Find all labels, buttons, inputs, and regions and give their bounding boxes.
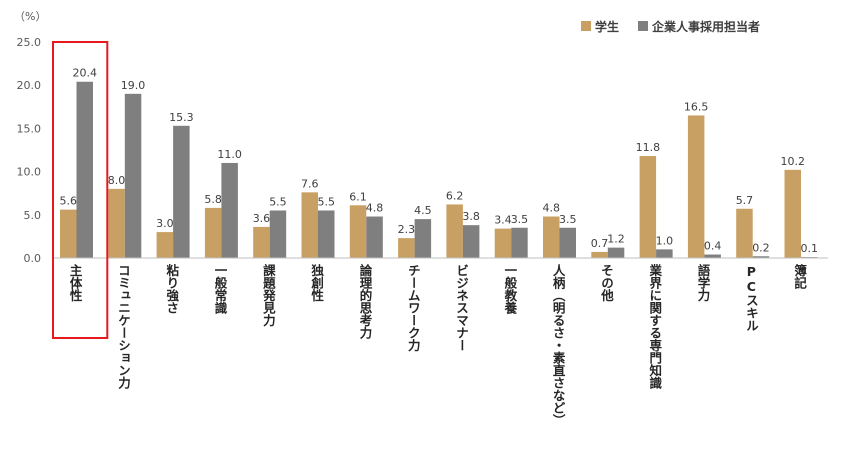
bar-student	[543, 216, 560, 258]
bar-recruiter	[221, 162, 238, 258]
y-tick-label: 20.0	[17, 79, 42, 92]
value-label-student: 2.3	[398, 223, 416, 236]
value-label-student: 8.0	[108, 174, 126, 187]
bar-recruiter	[414, 219, 432, 258]
category-label: 論理的思考力	[357, 263, 372, 340]
y-tick-label: 10.0	[17, 166, 42, 179]
bar-student	[60, 209, 77, 258]
category-label: その他	[599, 264, 614, 302]
bar-recruiter	[462, 225, 480, 258]
category-label: 一般常識	[213, 264, 228, 315]
bar-recruiter	[559, 227, 576, 258]
value-label-student: 3.0	[156, 217, 174, 230]
bar-student	[349, 205, 367, 258]
value-label-student: 3.6	[253, 212, 271, 225]
value-label-student: 16.5	[684, 100, 709, 113]
value-label-student: 5.7	[736, 194, 754, 207]
category-label: 課題発見力	[261, 263, 276, 327]
value-label-recruiter: 5.5	[269, 195, 287, 208]
bar-recruiter	[173, 125, 190, 258]
value-label-recruiter: 0.1	[801, 242, 819, 255]
value-label-student: 5.6	[60, 195, 78, 208]
bar-student	[639, 156, 657, 258]
value-label-recruiter: 3.5	[511, 213, 529, 226]
legend-label-student: 学生	[595, 19, 619, 34]
bar-recruiter	[704, 254, 721, 258]
category-label: チームワーク力	[406, 264, 421, 352]
value-label-recruiter: 20.4	[73, 67, 98, 80]
bar-student	[301, 192, 318, 258]
bar-recruiter	[76, 81, 93, 258]
value-label-recruiter: 15.3	[169, 111, 194, 124]
bar-recruiter	[511, 227, 528, 258]
bars	[60, 81, 818, 258]
value-label-student: 11.8	[636, 141, 661, 154]
value-label-student: 7.6	[301, 177, 319, 190]
value-label-recruiter: 4.8	[366, 202, 384, 215]
bar-recruiter	[269, 210, 287, 258]
value-label-student: 0.7	[591, 237, 609, 250]
value-label-student: 10.2	[781, 155, 806, 168]
category-labels: 主体性 コミュニケーション力 粘り強さ 一般常識 課題発見力 独創性 論理的思考力 チームワー…	[68, 263, 808, 427]
value-label-recruiter: 4.5	[414, 204, 432, 217]
category-label: 人柄（明るさ・素直さなど）	[551, 263, 566, 427]
bar-student	[591, 251, 608, 258]
bar-recruiter	[656, 249, 673, 258]
category-label: 粘り強さ	[164, 263, 179, 314]
bar-student	[494, 228, 512, 258]
bar-recruiter	[752, 256, 770, 258]
legend: 学生 企業人事採用担当者	[581, 19, 760, 34]
highlight-box	[52, 41, 109, 339]
value-label-student: 5.8	[204, 193, 222, 206]
category-label: コミュニケーション力	[116, 264, 131, 390]
y-axis-unit-label: （%）	[14, 10, 46, 23]
bar-student	[687, 115, 705, 258]
value-label-recruiter: 0.2	[752, 241, 770, 254]
value-label-student: 3.4	[494, 214, 512, 227]
category-label: PCスキル	[744, 264, 759, 332]
y-tick-label: 5.0	[24, 209, 42, 222]
value-label-student: 4.8	[543, 202, 561, 215]
value-label-recruiter: 5.5	[318, 195, 336, 208]
y-tick-label: 25.0	[17, 36, 42, 49]
category-label: 簿記	[792, 263, 807, 290]
legend-swatch-student	[581, 21, 591, 31]
value-label-recruiter: 1.0	[656, 234, 674, 247]
value-label-recruiter: 1.2	[607, 233, 625, 246]
bar-student	[204, 207, 222, 258]
value-label-recruiter: 0.4	[704, 240, 722, 253]
bar-student	[784, 169, 801, 258]
y-tick-label: 15.0	[17, 122, 42, 135]
category-label: 独創性	[309, 263, 324, 302]
bar-student	[108, 188, 125, 258]
value-label-recruiter: 19.0	[121, 79, 146, 92]
category-label: 主体性	[68, 263, 83, 302]
bar-student	[736, 208, 753, 258]
legend-swatch-recruiter	[638, 21, 648, 31]
y-axis-ticks: 0.0 5.0 10.0 15.0 20.0 25.0	[17, 36, 42, 265]
category-label: 一般教養	[502, 264, 517, 315]
y-tick-label: 0.0	[24, 252, 42, 265]
bar-student	[156, 232, 174, 258]
bar-recruiter	[366, 216, 383, 258]
category-label: 業界に関する専門知識	[647, 263, 662, 390]
data-labels: 5.6 20.4 8.0 19.0 3.0 15.3 5.8 11.0 3.6 5.5 7.6 5.5…	[60, 67, 819, 255]
legend-label-recruiter: 企業人事採用担当者	[651, 19, 760, 34]
value-label-recruiter: 3.8	[462, 210, 480, 223]
value-label-student: 6.2	[446, 189, 464, 202]
bar-student	[398, 238, 415, 258]
category-label: ビジネスマナー	[454, 264, 469, 352]
bar-recruiter	[124, 93, 142, 258]
bar-recruiter	[607, 247, 625, 258]
value-label-student: 6.1	[349, 190, 367, 203]
bar-student	[253, 226, 270, 258]
value-label-recruiter: 11.0	[217, 148, 242, 161]
category-label: 語学力	[696, 263, 711, 302]
value-label-recruiter: 3.5	[559, 213, 577, 226]
bar-recruiter	[318, 210, 335, 258]
bar-student	[446, 204, 463, 258]
